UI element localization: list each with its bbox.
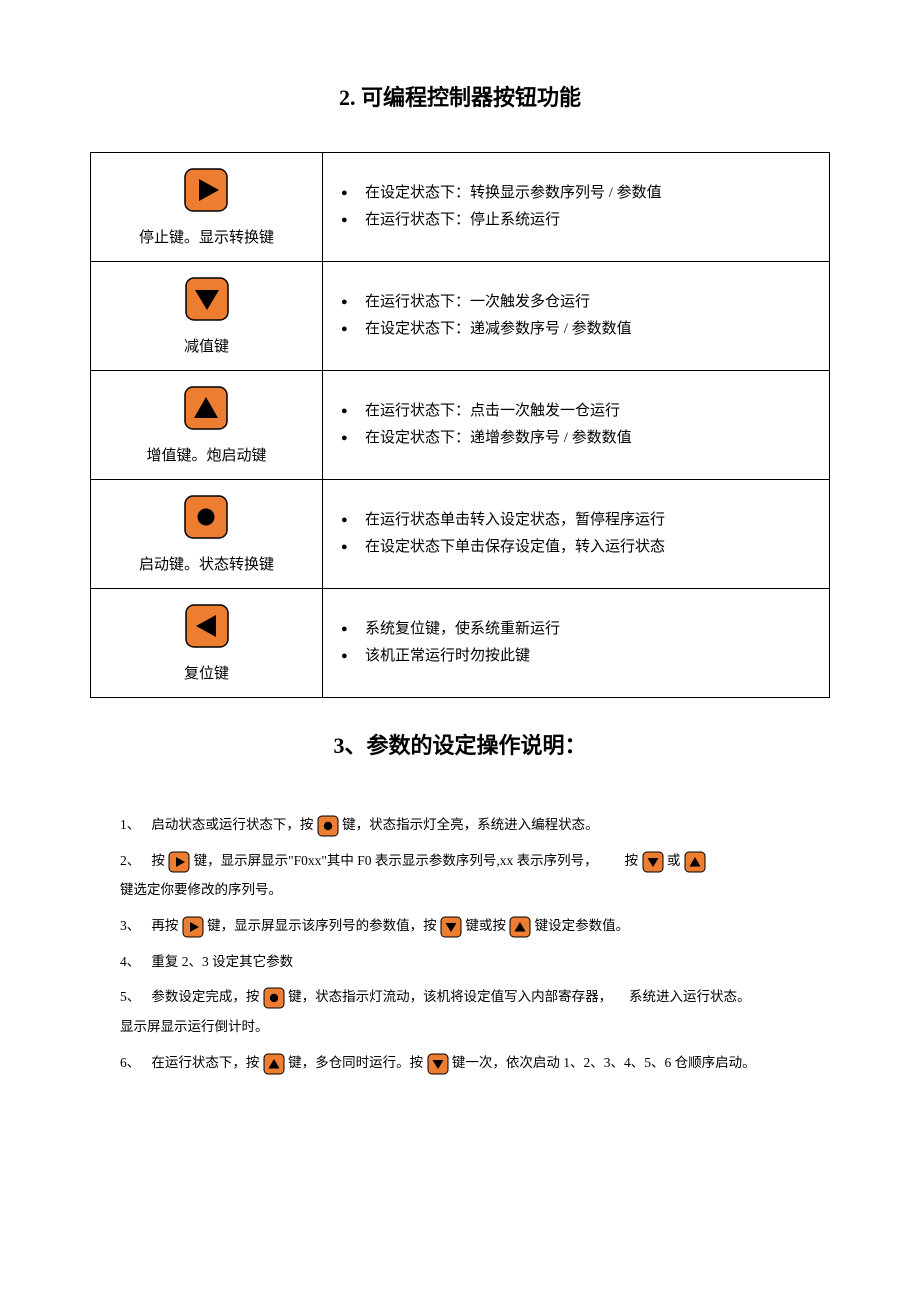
circle-icon	[183, 494, 229, 540]
step-text: 显示屏显示运行倒计时。	[120, 1019, 269, 1034]
instructions-block: 1、 启动状态或运行状态下，按 键，状态指示灯全亮，系统进入编程状态。 2、 按…	[90, 800, 830, 1078]
button-description-cell: 在运行状态下：点击一次触发一仓运行在设定状态下：递增参数序号 / 参数数值	[323, 371, 830, 480]
up-icon	[183, 385, 229, 431]
step-number: 4、	[120, 947, 148, 977]
down-icon	[184, 276, 230, 322]
description-list: 在运行状态下：点击一次触发一仓运行在设定状态下：递增参数序号 / 参数数值	[341, 398, 811, 452]
step-text: 键，状态指示灯全亮，系统进入编程状态。	[342, 817, 599, 832]
step-text: 键，状态指示灯流动，该机将设定值写入内部寄存器，	[288, 989, 612, 1004]
play-icon	[168, 851, 190, 873]
button-icon-cell: 停止键。显示转换键	[91, 153, 323, 262]
instruction-4: 4、 重复 2、3 设定其它参数	[120, 947, 800, 977]
table-row: 停止键。显示转换键 在设定状态下：转换显示参数序列号 / 参数值在运行状态下：停止…	[91, 153, 830, 262]
step-text: 键，显示屏显示该序列号的参数值，按	[207, 918, 437, 933]
step-text: 启动状态或运行状态下，按	[151, 817, 313, 832]
play-icon	[183, 167, 229, 213]
section-3-title: 3、参数的设定操作说明：	[90, 728, 830, 760]
step-text: 按	[625, 853, 639, 868]
step-text: 参数设定完成，按	[151, 989, 259, 1004]
instruction-1: 1、 启动状态或运行状态下，按 键，状态指示灯全亮，系统进入编程状态。	[120, 810, 800, 840]
button-icon-cell: 启动键。状态转换键	[91, 480, 323, 589]
step-text: 系统进入运行状态。	[629, 989, 751, 1004]
description-list: 系统复位键，使系统重新运行该机正常运行时勿按此键	[341, 616, 811, 670]
left-icon	[184, 603, 230, 649]
description-item: 该机正常运行时勿按此键	[341, 643, 811, 670]
description-item: 在运行状态单击转入设定状态，暂停程序运行	[341, 507, 811, 534]
button-label: 减值键	[184, 335, 230, 356]
step-number: 2、	[120, 846, 148, 876]
step-text: 键，多仓同时运行。按	[288, 1055, 423, 1070]
step-text: 键设定参数值。	[535, 918, 630, 933]
description-list: 在设定状态下：转换显示参数序列号 / 参数值在运行状态下：停止系统运行	[341, 180, 811, 234]
button-description-cell: 在运行状态单击转入设定状态，暂停程序运行在设定状态下单击保存设定值，转入运行状态	[323, 480, 830, 589]
page: 2. 可编程控制器按钮功能 停止键。显示转换键 在设定状态下：转换显示参数序列号 …	[0, 0, 920, 1302]
button-label: 增值键。炮启动键	[146, 444, 266, 465]
step-text: 再按	[151, 918, 178, 933]
step-text: 键或按	[465, 918, 506, 933]
up-icon	[509, 916, 531, 938]
step-text: 键，显示屏显示"F0xx"其中 F0 表示显示参数序列号,xx 表示序列号，	[194, 853, 598, 868]
description-item: 在设定状态下单击保存设定值，转入运行状态	[341, 534, 811, 561]
description-item: 在设定状态下：递减参数序号 / 参数数值	[341, 316, 811, 343]
section-2-title: 2. 可编程控制器按钮功能	[90, 80, 830, 112]
down-icon	[642, 851, 664, 873]
table-row: 复位键 系统复位键，使系统重新运行该机正常运行时勿按此键	[91, 589, 830, 698]
description-list: 在运行状态下：一次触发多仓运行在设定状态下：递减参数序号 / 参数数值	[341, 289, 811, 343]
up-icon	[263, 1053, 285, 1075]
down-icon	[440, 916, 462, 938]
table-row: 减值键 在运行状态下：一次触发多仓运行在设定状态下：递减参数序号 / 参数数值	[91, 262, 830, 371]
step-number: 6、	[120, 1048, 148, 1078]
table-row: 启动键。状态转换键 在运行状态单击转入设定状态，暂停程序运行在设定状态下单击保存设…	[91, 480, 830, 589]
description-item: 系统复位键，使系统重新运行	[341, 616, 811, 643]
button-description-cell: 在设定状态下：转换显示参数序列号 / 参数值在运行状态下：停止系统运行	[323, 153, 830, 262]
description-item: 在运行状态下：停止系统运行	[341, 207, 811, 234]
play-icon	[182, 916, 204, 938]
step-number: 5、	[120, 982, 148, 1012]
step-text: 或	[667, 853, 681, 868]
step-text: 重复 2、3 设定其它参数	[151, 954, 293, 969]
step-text: 按	[151, 853, 165, 868]
button-icon-cell: 复位键	[91, 589, 323, 698]
circle-icon	[263, 987, 285, 1009]
instruction-5: 5、 参数设定完成，按 键，状态指示灯流动，该机将设定值写入内部寄存器， 系统进…	[120, 982, 800, 1041]
step-number: 3、	[120, 911, 148, 941]
description-item: 在运行状态下：一次触发多仓运行	[341, 289, 811, 316]
down-icon	[427, 1053, 449, 1075]
instruction-3: 3、 再按 键，显示屏显示该序列号的参数值，按 键或按 键设定参数值。	[120, 911, 800, 941]
circle-icon	[317, 815, 339, 837]
description-item: 在设定状态下：递增参数序号 / 参数数值	[341, 425, 811, 452]
button-description-cell: 系统复位键，使系统重新运行该机正常运行时勿按此键	[323, 589, 830, 698]
button-icon-cell: 减值键	[91, 262, 323, 371]
up-icon	[684, 851, 706, 873]
table-row: 增值键。炮启动键 在运行状态下：点击一次触发一仓运行在设定状态下：递增参数序号 /…	[91, 371, 830, 480]
description-item: 在运行状态下：点击一次触发一仓运行	[341, 398, 811, 425]
step-number: 1、	[120, 810, 148, 840]
step-text: 键一次，依次启动 1、2、3、4、5、6 仓顺序启动。	[452, 1055, 756, 1070]
instruction-6: 6、 在运行状态下，按 键，多仓同时运行。按 键一次，依次启动 1、2、3、4、…	[120, 1048, 800, 1078]
instruction-2: 2、 按 键，显示屏显示"F0xx"其中 F0 表示显示参数序列号,xx 表示序…	[120, 846, 800, 905]
description-list: 在运行状态单击转入设定状态，暂停程序运行在设定状态下单击保存设定值，转入运行状态	[341, 507, 811, 561]
description-item: 在设定状态下：转换显示参数序列号 / 参数值	[341, 180, 811, 207]
button-label: 停止键。显示转换键	[139, 226, 274, 247]
step-text: 在运行状态下，按	[151, 1055, 259, 1070]
button-label: 复位键	[184, 662, 230, 683]
button-description-cell: 在运行状态下：一次触发多仓运行在设定状态下：递减参数序号 / 参数数值	[323, 262, 830, 371]
button-function-table: 停止键。显示转换键 在设定状态下：转换显示参数序列号 / 参数值在运行状态下：停止…	[90, 152, 830, 698]
button-label: 启动键。状态转换键	[139, 553, 274, 574]
button-icon-cell: 增值键。炮启动键	[91, 371, 323, 480]
step-text: 键选定你要修改的序列号。	[120, 882, 282, 897]
